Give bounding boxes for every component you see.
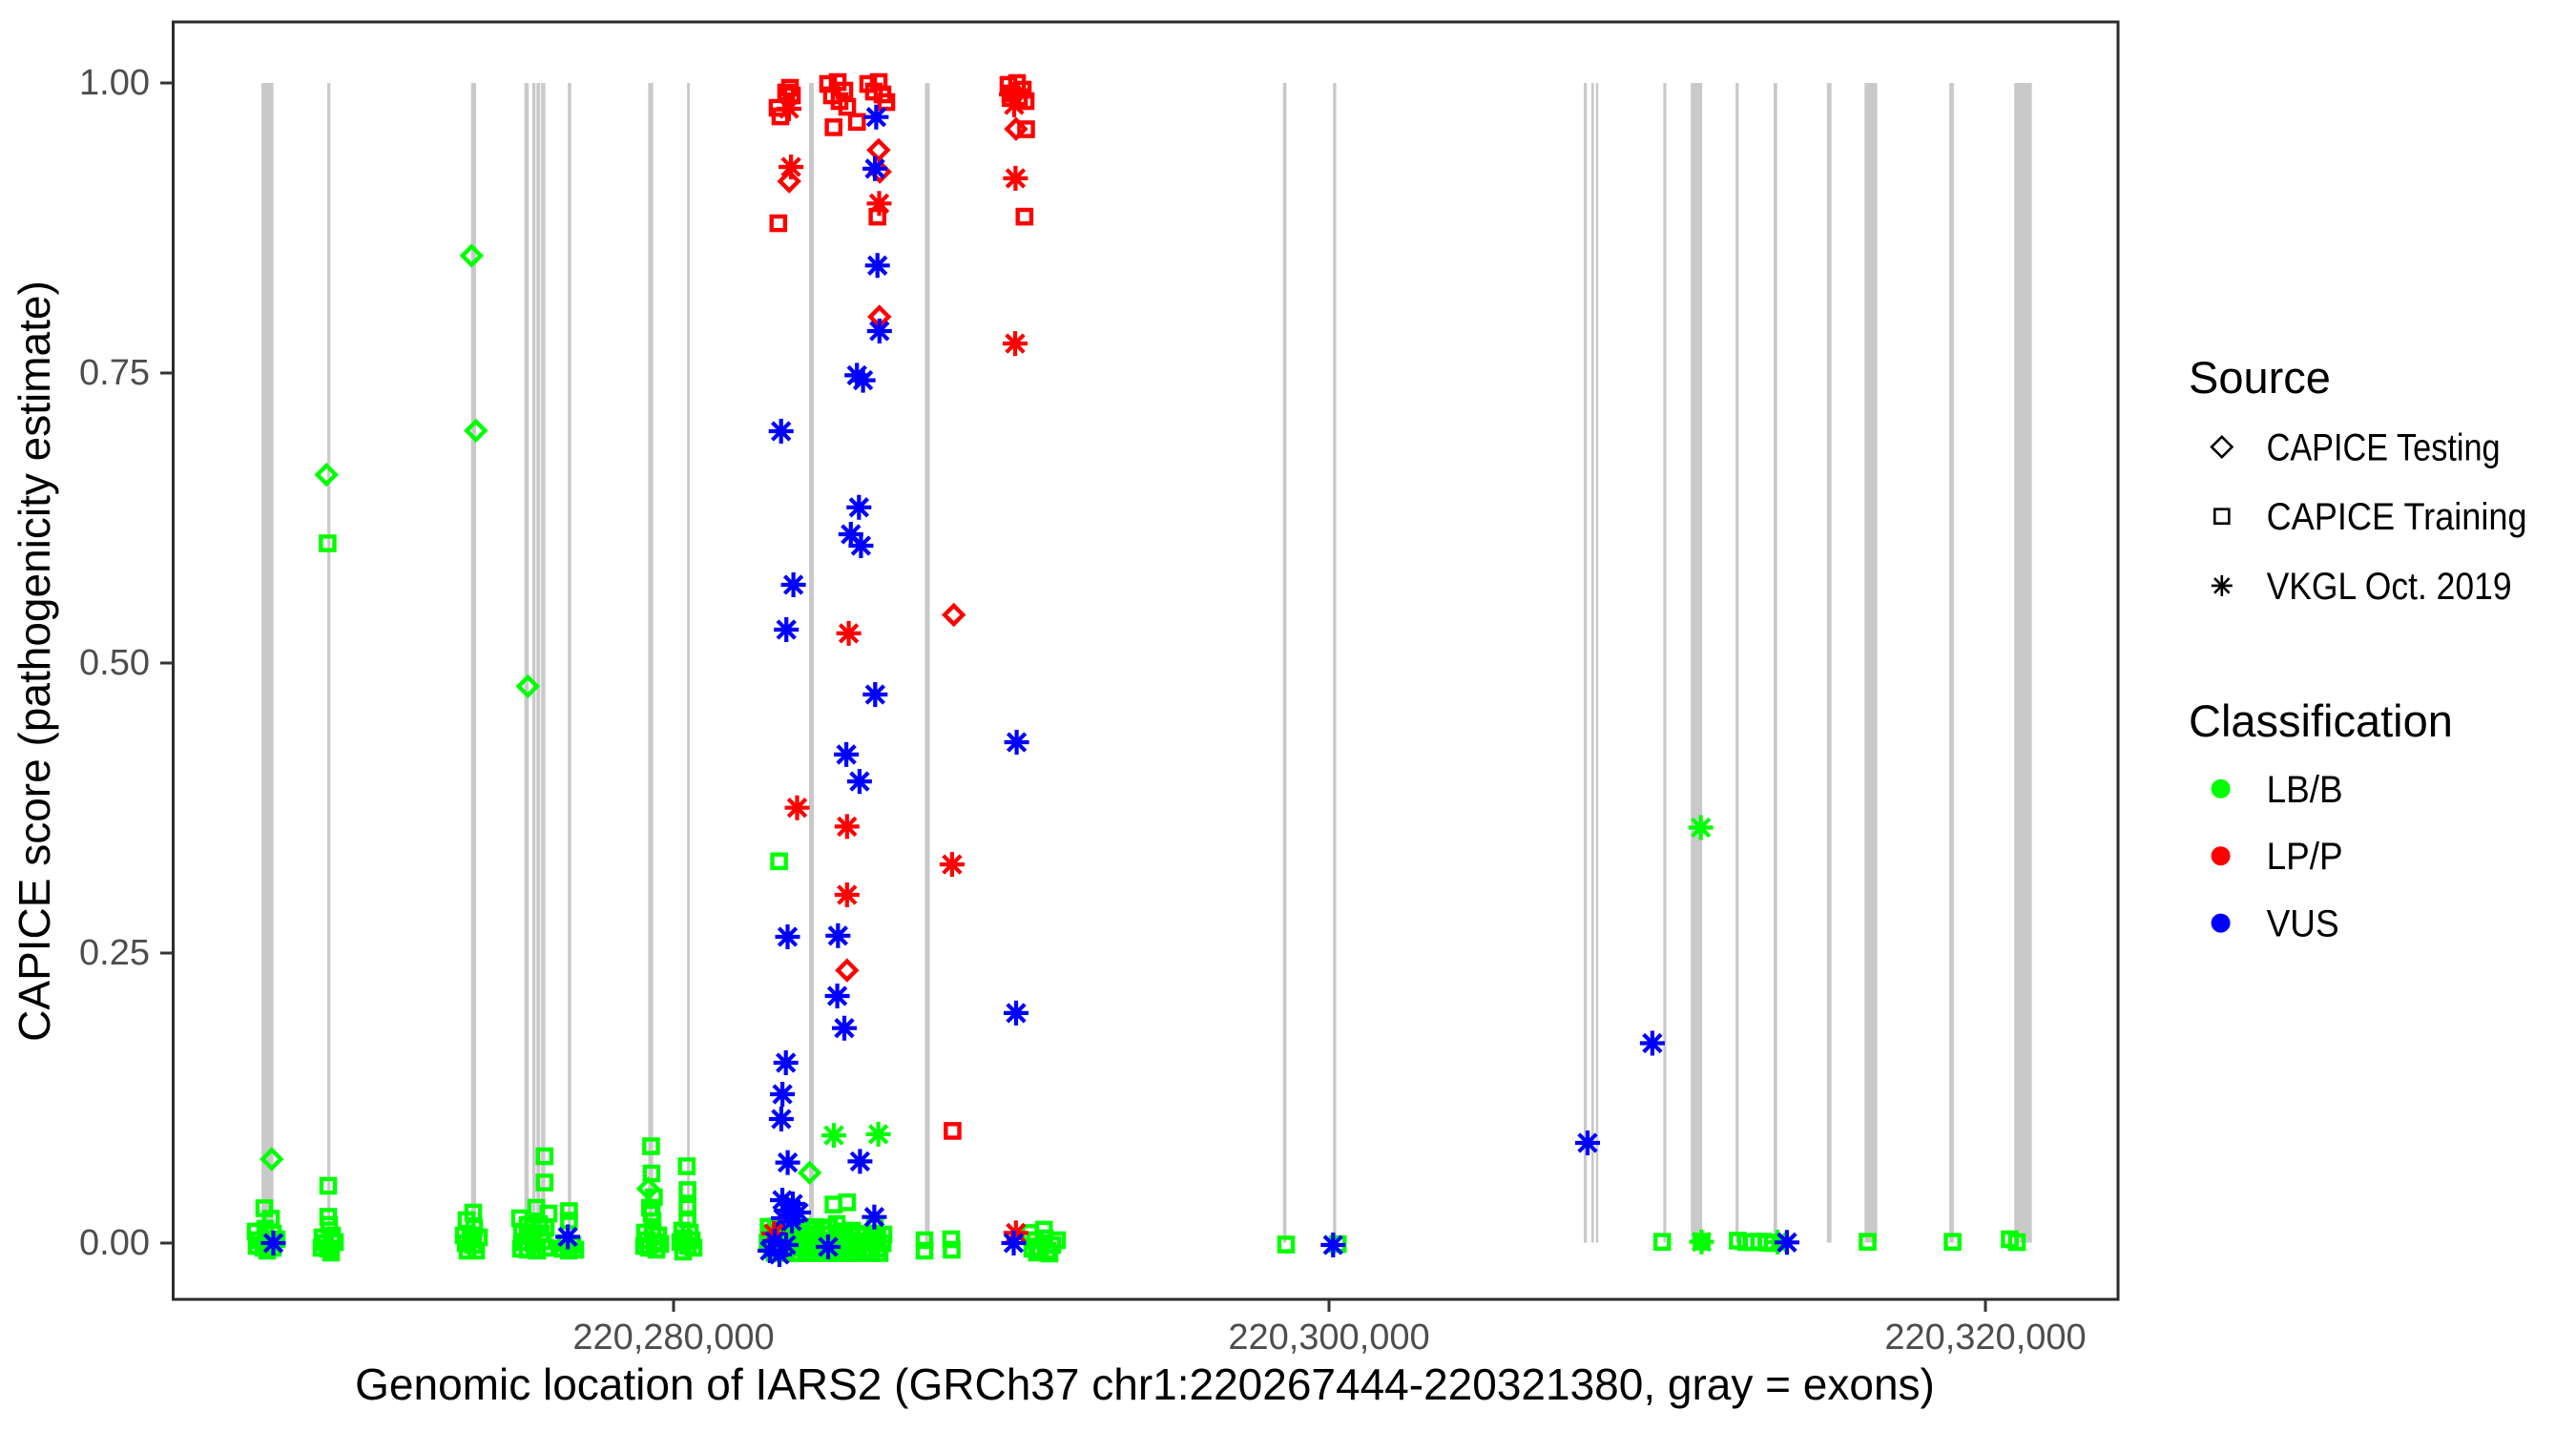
svg-text:Genomic location of IARS2 (GRC: Genomic location of IARS2 (GRCh37 chr1:2… — [355, 1359, 1935, 1409]
svg-text:220,300,000: 220,300,000 — [1228, 1317, 1429, 1358]
svg-text:VUS: VUS — [2267, 903, 2339, 945]
svg-text:0.00: 0.00 — [79, 1223, 150, 1263]
svg-text:VKGL Oct. 2019: VKGL Oct. 2019 — [2267, 566, 2512, 608]
svg-text:220,320,000: 220,320,000 — [1884, 1317, 2086, 1358]
svg-text:CAPICE Training: CAPICE Training — [2267, 496, 2527, 538]
svg-text:CAPICE Testing: CAPICE Testing — [2267, 427, 2501, 469]
svg-text:220,280,000: 220,280,000 — [572, 1317, 774, 1358]
svg-text:Source: Source — [2189, 352, 2331, 403]
svg-text:1.00: 1.00 — [79, 63, 150, 103]
svg-text:Classification: Classification — [2189, 695, 2453, 746]
svg-text:0.50: 0.50 — [79, 643, 150, 683]
svg-text:CAPICE score (pathogenicity es: CAPICE score (pathogenicity estimate) — [10, 280, 59, 1042]
svg-text:0.25: 0.25 — [79, 933, 150, 973]
svg-text:LB/B: LB/B — [2267, 769, 2343, 811]
svg-text:0.75: 0.75 — [79, 353, 150, 393]
svg-text:LP/P: LP/P — [2267, 836, 2343, 878]
